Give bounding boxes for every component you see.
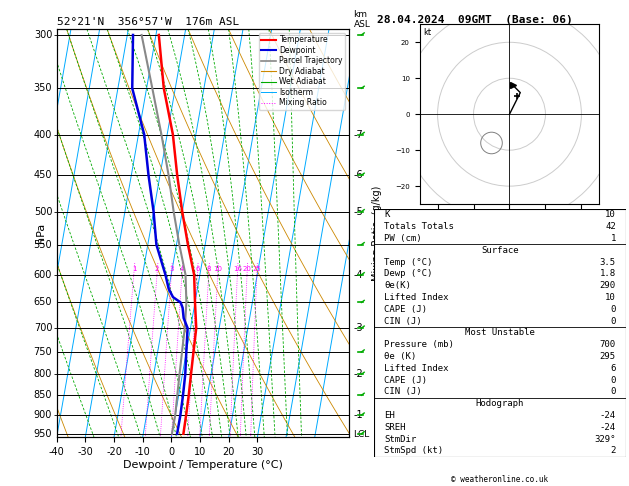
Text: 290: 290 <box>599 281 616 290</box>
Text: 1.8: 1.8 <box>599 269 616 278</box>
Text: 3.5: 3.5 <box>599 258 616 267</box>
Text: -6: -6 <box>353 170 363 180</box>
Text: 16: 16 <box>233 266 242 272</box>
Text: 295: 295 <box>599 352 616 361</box>
Text: 450: 450 <box>34 170 52 180</box>
Text: 2: 2 <box>155 266 159 272</box>
Text: -2: -2 <box>353 369 363 379</box>
Text: 0: 0 <box>610 316 616 326</box>
Text: StmDir: StmDir <box>384 434 416 444</box>
Text: -1: -1 <box>353 410 363 420</box>
Text: 950: 950 <box>34 429 52 439</box>
Text: 900: 900 <box>34 410 52 420</box>
Text: -3: -3 <box>353 323 363 333</box>
Text: kt: kt <box>423 28 431 37</box>
Text: -24: -24 <box>599 423 616 432</box>
Text: PW (cm): PW (cm) <box>384 234 422 243</box>
Text: EH: EH <box>384 411 395 420</box>
Text: Totals Totals: Totals Totals <box>384 222 454 231</box>
Text: 10: 10 <box>213 266 223 272</box>
Text: CIN (J): CIN (J) <box>384 316 422 326</box>
Text: 329°: 329° <box>594 434 616 444</box>
Text: 4: 4 <box>180 266 184 272</box>
Text: θe(K): θe(K) <box>384 281 411 290</box>
Text: SREH: SREH <box>384 423 406 432</box>
Text: Lifted Index: Lifted Index <box>384 293 449 302</box>
Text: 6: 6 <box>195 266 200 272</box>
Text: 550: 550 <box>33 240 52 250</box>
Legend: Temperature, Dewpoint, Parcel Trajectory, Dry Adiabat, Wet Adiabat, Isotherm, Mi: Temperature, Dewpoint, Parcel Trajectory… <box>259 33 345 110</box>
Text: CAPE (J): CAPE (J) <box>384 305 427 314</box>
Text: 0: 0 <box>610 376 616 384</box>
Text: -4: -4 <box>353 270 363 280</box>
Text: Dewp (°C): Dewp (°C) <box>384 269 433 278</box>
Text: CIN (J): CIN (J) <box>384 387 422 397</box>
Text: 6: 6 <box>610 364 616 373</box>
Text: 0: 0 <box>610 305 616 314</box>
Text: 1: 1 <box>610 234 616 243</box>
Text: Most Unstable: Most Unstable <box>465 329 535 337</box>
Text: 600: 600 <box>34 270 52 280</box>
Text: 3: 3 <box>169 266 174 272</box>
Text: 0: 0 <box>610 387 616 397</box>
Text: -7: -7 <box>353 129 363 139</box>
Text: Temp (°C): Temp (°C) <box>384 258 433 267</box>
Text: θe (K): θe (K) <box>384 352 416 361</box>
Text: 500: 500 <box>34 207 52 217</box>
Text: 10: 10 <box>605 293 616 302</box>
Text: StmSpd (kt): StmSpd (kt) <box>384 447 443 455</box>
Text: Lifted Index: Lifted Index <box>384 364 449 373</box>
X-axis label: Dewpoint / Temperature (°C): Dewpoint / Temperature (°C) <box>123 460 283 470</box>
Text: 28.04.2024  09GMT  (Base: 06): 28.04.2024 09GMT (Base: 06) <box>377 15 573 25</box>
Text: -5: -5 <box>353 207 363 217</box>
Text: 42: 42 <box>605 222 616 231</box>
Text: 800: 800 <box>34 369 52 379</box>
Text: Mixing Ratio  (g/kg): Mixing Ratio (g/kg) <box>372 186 382 281</box>
Text: km
ASL: km ASL <box>353 10 370 29</box>
Text: 700: 700 <box>599 340 616 349</box>
Text: LCL: LCL <box>353 431 370 439</box>
Text: Surface: Surface <box>481 246 519 255</box>
Text: 400: 400 <box>34 129 52 139</box>
Text: 1: 1 <box>131 266 136 272</box>
Text: 10: 10 <box>605 210 616 219</box>
Text: hPa: hPa <box>35 223 45 243</box>
Text: 20: 20 <box>243 266 252 272</box>
Text: 25: 25 <box>253 266 261 272</box>
Text: 700: 700 <box>34 323 52 333</box>
Text: 650: 650 <box>34 297 52 308</box>
Text: 750: 750 <box>33 347 52 357</box>
Text: © weatheronline.co.uk: © weatheronline.co.uk <box>452 474 548 484</box>
Text: 2: 2 <box>610 447 616 455</box>
Text: 52°21'N  356°57'W  176m ASL: 52°21'N 356°57'W 176m ASL <box>57 17 239 27</box>
Text: K: K <box>384 210 390 219</box>
Text: Hodograph: Hodograph <box>476 399 524 408</box>
Text: CAPE (J): CAPE (J) <box>384 376 427 384</box>
Text: 350: 350 <box>34 83 52 93</box>
Text: 300: 300 <box>34 30 52 40</box>
Text: Pressure (mb): Pressure (mb) <box>384 340 454 349</box>
Text: 850: 850 <box>34 390 52 400</box>
Text: -24: -24 <box>599 411 616 420</box>
Text: 8: 8 <box>206 266 211 272</box>
